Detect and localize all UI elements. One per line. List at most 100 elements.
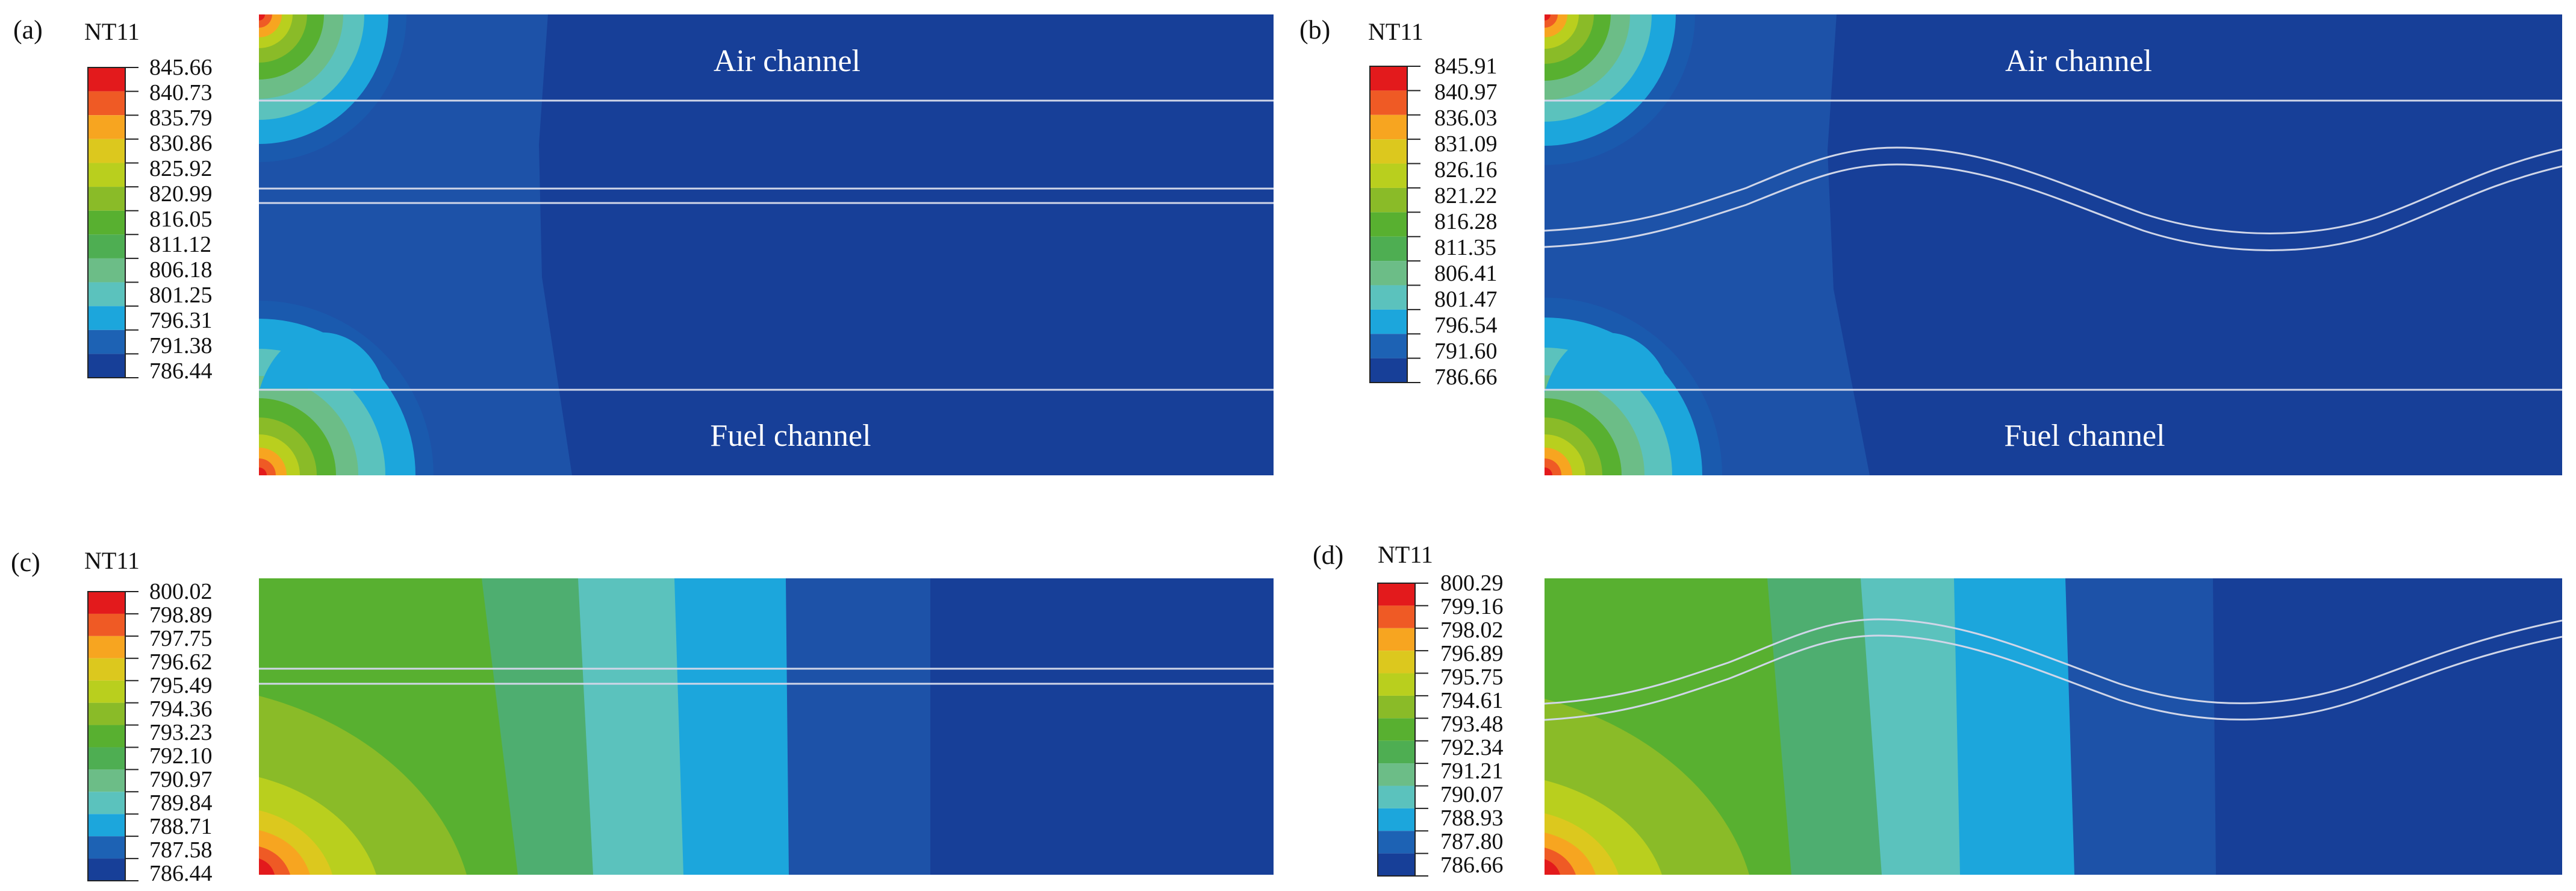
legend-swatch [88, 258, 125, 283]
legend-value: 791.60 [1434, 339, 1498, 364]
interface-line [1545, 634, 2562, 721]
legend-value: 831.09 [1434, 131, 1498, 157]
legend-value: 786.66 [1440, 852, 1504, 878]
legend-swatch [88, 330, 125, 354]
legend-swatch [88, 702, 125, 725]
legend-frame [87, 591, 126, 881]
legend-value: 799.16 [1440, 594, 1504, 619]
legend-swatch [88, 613, 125, 636]
panel-label: (d) [1313, 540, 1343, 570]
legend-value: 786.44 [149, 358, 213, 384]
legend-swatch [1370, 163, 1407, 188]
legend-value: 791.21 [1440, 758, 1504, 784]
legend-swatch [88, 747, 125, 770]
legend-swatch [1378, 628, 1415, 651]
legend-swatch [88, 91, 125, 116]
panel-a: (a) NT11 845.66 840.73 835.79 830.86 825… [13, 14, 1274, 475]
legend-swatch [1378, 695, 1415, 719]
legend-value: 798.89 [149, 602, 213, 628]
legend-value: 787.58 [149, 837, 213, 863]
air-channel-label: Air channel [714, 44, 860, 78]
legend-labels: 800.02 798.89 797.75 796.62 795.49 794.3… [149, 579, 213, 886]
legend-value: 790.97 [149, 767, 213, 792]
legend-swatch [1378, 583, 1415, 606]
legend-swatch [88, 592, 125, 614]
legend-value: 793.23 [149, 720, 213, 745]
contour-band [1545, 14, 1551, 20]
legend-swatch [88, 792, 125, 814]
contour-plot [1545, 578, 2562, 875]
legend-colorbar [87, 67, 138, 378]
legend-labels: 800.29 799.16 798.02 796.89 795.75 794.6… [1440, 571, 1504, 878]
panel-d: (d) NT11 800.29 799.16 798.02 796.89 795… [1313, 540, 2562, 878]
contour-plot [259, 14, 1274, 475]
contour-band [259, 332, 385, 392]
legend-value: 811.12 [149, 232, 211, 257]
contour-plot [1545, 14, 2562, 475]
legend-swatch [1378, 718, 1415, 741]
legend-swatch [1378, 786, 1415, 808]
contour-band [259, 14, 265, 20]
contour-plot [259, 578, 1274, 875]
fuel-channel-label: Fuel channel [2004, 419, 2165, 453]
legend-value: 825.92 [149, 156, 213, 181]
legend-value: 794.61 [1440, 688, 1504, 713]
legend-swatch [88, 725, 125, 748]
legend-swatch [88, 814, 125, 837]
contour-band [1545, 333, 1671, 393]
legend-swatch [1370, 236, 1407, 261]
legend-value: 789.84 [149, 790, 213, 816]
legend-swatch [1370, 358, 1407, 383]
legend-value: 786.44 [149, 861, 213, 886]
legend-swatch [1370, 114, 1407, 140]
legend-value: 845.66 [149, 55, 213, 80]
legend-swatch [1378, 853, 1415, 876]
legend-value: 821.22 [1434, 183, 1498, 208]
legend-labels: 845.91 840.97 836.03 831.09 826.16 821.2… [1434, 54, 1498, 390]
legend-value: 795.49 [149, 673, 213, 698]
interface-line [1545, 618, 2562, 705]
panel-label: (b) [1299, 15, 1330, 45]
legend-swatch [1378, 831, 1415, 854]
legend-swatch [88, 234, 125, 258]
legend-value: 826.16 [1434, 157, 1498, 183]
panel-b: (b) NT11 845.91 840.97 836.03 831.09 826… [1299, 14, 2562, 475]
legend-value: 788.71 [149, 814, 213, 839]
legend-value: 806.41 [1434, 261, 1498, 286]
legend-title: NT11 [84, 18, 140, 45]
legend-swatch [88, 306, 125, 330]
legend-swatch [1370, 139, 1407, 164]
legend-swatch [88, 139, 125, 163]
panel-label: (a) [13, 15, 43, 45]
legend-swatch [1378, 651, 1415, 674]
legend-swatch [88, 282, 125, 307]
legend-value: 796.54 [1434, 313, 1498, 338]
legend-value: 830.86 [149, 131, 213, 156]
contour-band [259, 858, 275, 875]
legend-value: 793.48 [1440, 711, 1504, 737]
legend-value: 816.05 [149, 207, 213, 232]
legend-swatch [88, 115, 125, 139]
legend-swatch [1370, 90, 1407, 115]
legend-value: 840.97 [1434, 80, 1498, 105]
legend-swatch [88, 163, 125, 187]
legend-value: 798.02 [1440, 617, 1504, 643]
legend-value: 796.89 [1440, 641, 1504, 666]
legend-swatch [1370, 187, 1407, 213]
legend-frame [1377, 583, 1416, 877]
panel-label: (c) [11, 548, 40, 577]
legend-value: 845.91 [1434, 54, 1498, 79]
legend-swatch [1370, 66, 1407, 91]
fuel-channel-label: Fuel channel [710, 419, 871, 453]
legend-value: 788.93 [1440, 805, 1504, 831]
legend-swatch [1370, 334, 1407, 358]
legend-swatch [1370, 212, 1407, 237]
legend-swatch [88, 636, 125, 658]
legend-swatch [1378, 808, 1415, 831]
legend-value: 796.62 [149, 649, 213, 675]
legend-colorbar [87, 591, 138, 881]
legend-value: 811.35 [1434, 235, 1496, 260]
legend-value: 790.07 [1440, 782, 1504, 807]
legend-value: 800.29 [1440, 571, 1504, 596]
